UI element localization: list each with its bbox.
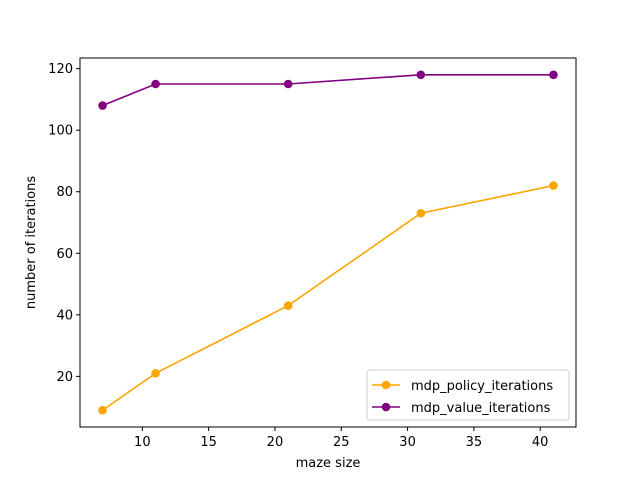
x-tick-label: 15	[200, 435, 217, 450]
x-axis-ticks: 10 15 20 25 30 35 40	[134, 427, 548, 450]
series-layer	[98, 70, 558, 415]
data-point	[416, 70, 426, 80]
legend-marker	[381, 380, 391, 390]
x-tick-label: 35	[466, 435, 483, 450]
data-point	[549, 70, 558, 80]
y-tick-label: 100	[48, 124, 73, 139]
data-point	[151, 368, 160, 378]
y-tick-label: 120	[48, 62, 73, 77]
data-point	[283, 79, 293, 89]
legend-label: mdp_policy_iterations	[411, 379, 553, 394]
legend: mdp_policy_iterations mdp_value_iteration…	[366, 369, 570, 421]
data-point	[283, 301, 293, 310]
y-axis-label: number of iterations	[24, 176, 39, 309]
x-tick-label: 40	[532, 435, 549, 450]
x-tick-label: 10	[134, 435, 151, 450]
y-tick-label: 60	[56, 247, 73, 262]
y-axis-ticks: 20 40 60 80 100 120	[48, 62, 80, 385]
x-tick-label: 25	[333, 435, 350, 450]
data-point	[416, 208, 426, 218]
y-tick-label: 40	[56, 308, 73, 323]
y-tick-label: 20	[56, 370, 73, 385]
legend-box	[366, 369, 570, 421]
data-point	[151, 79, 160, 89]
plot-area	[80, 58, 576, 427]
plot-frame	[79, 57, 577, 428]
y-tick-label: 80	[56, 185, 73, 200]
legend-label: mdp_value_iterations	[411, 401, 551, 416]
legend-marker	[381, 402, 391, 412]
x-axis-label: maze size	[296, 456, 361, 471]
x-tick-label: 20	[267, 435, 284, 450]
data-point	[549, 181, 558, 190]
data-point	[98, 405, 107, 415]
x-tick-label: 30	[399, 435, 416, 450]
data-point	[98, 101, 107, 110]
